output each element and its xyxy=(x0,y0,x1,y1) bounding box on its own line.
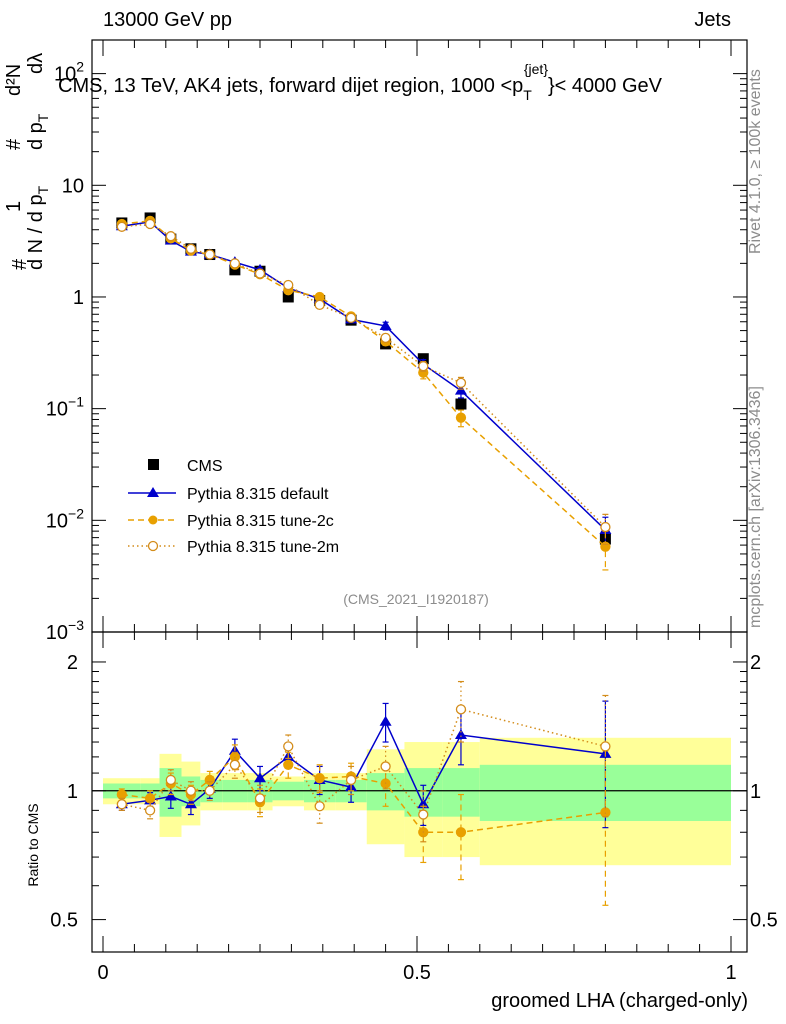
ratio-point-1-12 xyxy=(455,827,467,838)
ratio-point-2-4 xyxy=(204,785,215,796)
main-point-3-6 xyxy=(254,268,266,279)
mcplots-label: mcplots.cern.ch [arXiv:1306.3436] xyxy=(747,386,764,628)
main-point-1-10 xyxy=(379,319,392,330)
ratio-point-1-1 xyxy=(144,793,156,804)
main-point-3-5 xyxy=(229,258,241,269)
ratio-yticklabel-right-2: 2 xyxy=(750,652,761,674)
ratio-yticklabel-left-2: 2 xyxy=(67,652,78,674)
legend: CMS Pythia 8.315 default Pythia 8.315 tu… xyxy=(128,458,339,556)
ratio-point-0-12 xyxy=(454,729,467,740)
y-axis-label: # 1 d N / d pT # d²N d pT dλ xyxy=(3,53,51,270)
legend-default-marker xyxy=(147,487,159,497)
ratio-point-2-10 xyxy=(380,761,391,772)
main-point-3-12 xyxy=(455,377,467,389)
xticklabel-2: 1 xyxy=(725,962,736,984)
legend-cms-label: CMS xyxy=(187,458,223,475)
x-axis-label: groomed LHA (charged-only) xyxy=(491,990,748,1012)
main-point-3-0 xyxy=(116,221,127,232)
ratio-point-0-2 xyxy=(164,790,177,801)
legend-cms-marker xyxy=(148,459,159,470)
main-yticklabel-2: 1 xyxy=(73,287,84,309)
xticklabel-1: 0.5 xyxy=(403,962,431,984)
main-point-3-13 xyxy=(600,521,611,533)
main-yticklabel-1: 10 xyxy=(62,175,84,197)
ratio-yticklabel-left-0: 0.5 xyxy=(50,910,78,932)
ratio-point-1-8 xyxy=(314,773,325,784)
main-yticklabel-3: 10−1 xyxy=(46,394,84,421)
main-yticklabel-4: 10−2 xyxy=(46,505,84,532)
main-point-2-12 xyxy=(455,412,467,423)
main-point-2-13 xyxy=(600,541,611,552)
ylabel-dlambda: dλ xyxy=(25,53,47,74)
cms-point-5 xyxy=(229,264,241,276)
ratio-point-2-1 xyxy=(144,805,156,816)
cms-point-12 xyxy=(455,398,467,410)
ratio-point-0-6 xyxy=(254,772,266,783)
legend-tune2m-label: Pythia 8.315 tune-2m xyxy=(187,539,339,556)
main-line-1 xyxy=(121,221,606,531)
ylabel-dpt: d pT xyxy=(25,113,51,150)
plot-title: CMS, 13 TeV, AK4 jets, forward dijet reg… xyxy=(58,61,663,103)
main-plot-area xyxy=(115,212,612,571)
ylabel-d2n: d²N xyxy=(3,64,25,96)
main-point-3-10 xyxy=(380,332,391,344)
ratio-point-2-3 xyxy=(185,785,197,796)
main-point-3-8 xyxy=(314,299,325,311)
ratio-line-2 xyxy=(121,708,606,817)
ratio-point-2-6 xyxy=(254,793,266,804)
ratio-point-2-2 xyxy=(165,774,176,786)
main-point-3-9 xyxy=(345,312,357,324)
ratio-yticklabel-left-1: 1 xyxy=(67,781,78,803)
ratio-yticklabel-right-0: 0.5 xyxy=(750,910,778,932)
legend-tune2c-label: Pythia 8.315 tune-2c xyxy=(187,513,334,530)
ratio-yticklabel-right-1: 1 xyxy=(750,781,761,803)
main-point-3-4 xyxy=(204,249,215,260)
main-point-3-3 xyxy=(185,243,197,254)
header-jets: Jets xyxy=(694,9,731,31)
header-energy: 13000 GeV pp xyxy=(103,9,232,31)
ratio-point-1-0 xyxy=(116,789,127,800)
ratio-point-2-12 xyxy=(455,704,467,715)
title-tail: }< 4000 GeV xyxy=(548,75,663,97)
axes: 102 10 1 10−1 10−2 10−3 0.5 0.5 1 1 2 2 0 0.5 1 xyxy=(46,39,778,984)
ratio-ylabel: Ratio to CMS xyxy=(25,803,41,886)
ratio-point-2-5 xyxy=(229,759,241,770)
cms-point-7 xyxy=(282,291,294,303)
rivet-label: Rivet 4.1.0, ≥ 100k events xyxy=(747,69,764,254)
ratio-frame xyxy=(91,631,748,953)
ylabel-dn-dpt: d N / d pT xyxy=(25,185,51,270)
main-yticklabel-0: 102 xyxy=(54,59,84,86)
legend-tune2m-marker xyxy=(147,540,159,552)
ratio-point-2-0 xyxy=(116,799,127,810)
ylabel-hash-1: # xyxy=(9,258,31,270)
ratio-point-1-7 xyxy=(283,759,294,770)
title-sub: T xyxy=(523,87,532,103)
ratio-line-1 xyxy=(121,755,606,834)
xticklabel-0: 0 xyxy=(97,962,108,984)
ratio-point-2-9 xyxy=(345,774,357,786)
main-yticklabel-5: 10−3 xyxy=(46,617,84,644)
ratio-point-2-13 xyxy=(600,741,611,752)
ratio-point-0-3 xyxy=(184,798,197,809)
title-sup: {jet} xyxy=(524,61,548,77)
ratio-point-0-10 xyxy=(379,715,392,726)
main-point-3-2 xyxy=(165,231,176,242)
ratio-point-2-7 xyxy=(283,741,294,752)
legend-tune2c-marker xyxy=(148,515,158,525)
ratio-plot-area xyxy=(92,680,747,906)
ratio-point-2-11 xyxy=(418,809,429,820)
legend-default-label: Pythia 8.315 default xyxy=(187,486,329,503)
main-point-3-1 xyxy=(144,218,156,230)
ylabel-hash-2: # xyxy=(3,138,25,150)
ylabel-one: 1 xyxy=(3,201,25,212)
ratio-point-2-8 xyxy=(314,801,325,812)
analysis-watermark: (CMS_2021_I1920187) xyxy=(343,591,489,607)
main-point-3-11 xyxy=(418,361,429,372)
title-main: CMS, 13 TeV, AK4 jets, forward dijet reg… xyxy=(58,75,523,97)
main-point-3-7 xyxy=(283,279,294,291)
